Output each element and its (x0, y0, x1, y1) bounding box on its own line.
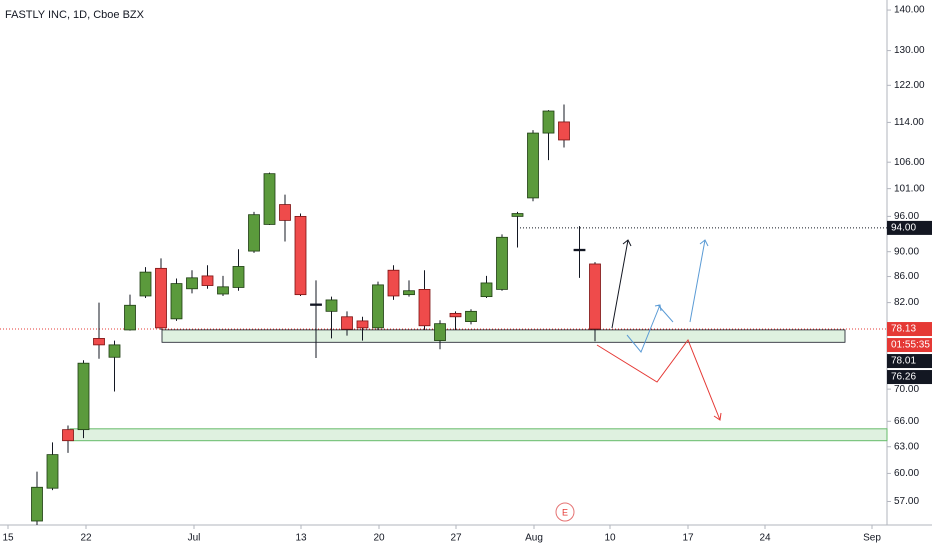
zone-bottom-label: 76.26 (891, 372, 916, 383)
x-tick-label: 20 (373, 533, 385, 544)
candle-body (201, 275, 214, 286)
candle-body (387, 269, 400, 297)
candle-body (310, 303, 322, 306)
candle-body (294, 215, 307, 296)
black-arrow (611, 239, 632, 329)
level-label-box (887, 220, 932, 235)
x-tick-label: 13 (295, 533, 307, 544)
blue-arrow (626, 304, 662, 353)
candle-body (511, 213, 524, 217)
candle-body (139, 271, 152, 297)
earnings-label[interactable]: E (562, 507, 568, 517)
last-price-label: 78.13 (891, 324, 916, 335)
y-tick-label: 70.00 (894, 384, 919, 395)
x-tick-label: 10 (604, 533, 616, 544)
blue-arrow (657, 239, 709, 323)
chart-title: FASTLY INC, 1D, Cboe BZX (5, 9, 145, 21)
candle-body (217, 286, 229, 295)
candle-body (372, 284, 384, 329)
x-tick-label: 24 (759, 533, 771, 544)
y-tick-label: 122.00 (894, 80, 925, 91)
x-tick-label: 15 (2, 533, 14, 544)
y-tick-label: 140.00 (894, 5, 925, 16)
lower-zone (69, 428, 888, 442)
candle-body (46, 454, 59, 489)
candle-body (124, 304, 136, 331)
y-tick-label: 66.00 (894, 416, 919, 427)
candle-body (248, 214, 260, 252)
y-tick-label: 96.00 (894, 211, 919, 222)
last-price-label-box (887, 322, 932, 337)
candle-body (31, 486, 43, 522)
candle-body (480, 282, 493, 298)
x-tick-label: Jul (188, 533, 201, 544)
zone (161, 329, 846, 343)
candle-body (496, 236, 508, 290)
y-tick-label: 106.00 (894, 157, 925, 168)
candle-body (325, 299, 338, 312)
candle-body (232, 266, 245, 288)
candle-body (186, 277, 198, 290)
candle-body (170, 283, 183, 320)
countdown-label-box (887, 338, 932, 353)
candle-body (279, 204, 291, 221)
candle-body (449, 312, 462, 318)
candle-body (542, 110, 555, 134)
x-tick-label: 27 (450, 533, 462, 544)
candle-body (93, 338, 105, 346)
candle-body (558, 121, 570, 141)
y-tick-label: 90.00 (894, 246, 919, 257)
x-tick-label: 17 (682, 533, 694, 544)
level-label: 94.00 (891, 223, 916, 234)
candle-body (356, 320, 369, 329)
y-tick-label: 63.00 (894, 441, 919, 452)
y-tick-label: 82.00 (894, 297, 919, 308)
y-tick-label: 60.00 (894, 468, 919, 479)
x-tick-label: Aug (525, 533, 543, 544)
x-tick-label: Sep (863, 533, 881, 544)
countdown-label: 01:55:35 (891, 340, 930, 351)
y-tick-label: 57.00 (894, 496, 919, 507)
y-tick-label: 101.00 (894, 183, 925, 194)
candle-body (62, 429, 74, 442)
zone-top-label: 78.01 (891, 356, 916, 367)
red-arrow (596, 338, 722, 421)
candle-body (465, 310, 477, 322)
candle-body (434, 323, 446, 341)
candle-body (108, 344, 121, 358)
y-tick-label: 130.00 (894, 45, 925, 56)
zone-top-label-box (887, 354, 932, 369)
y-tick-label: 114.00 (894, 117, 924, 128)
zone-bottom-label-box (887, 370, 932, 385)
candle-body (77, 362, 90, 431)
candle-body (263, 173, 276, 225)
candle-body (589, 263, 601, 330)
candle-body (418, 289, 431, 327)
candle-body (403, 290, 415, 296)
y-tick-label: 86.00 (894, 271, 919, 282)
drawings (596, 239, 722, 421)
x-tick-label: 22 (80, 533, 92, 544)
candle-body (155, 267, 167, 329)
candle-body (341, 316, 353, 330)
candle-body (573, 248, 586, 252)
candle-body (527, 132, 539, 199)
earnings-marker[interactable] (555, 502, 575, 522)
